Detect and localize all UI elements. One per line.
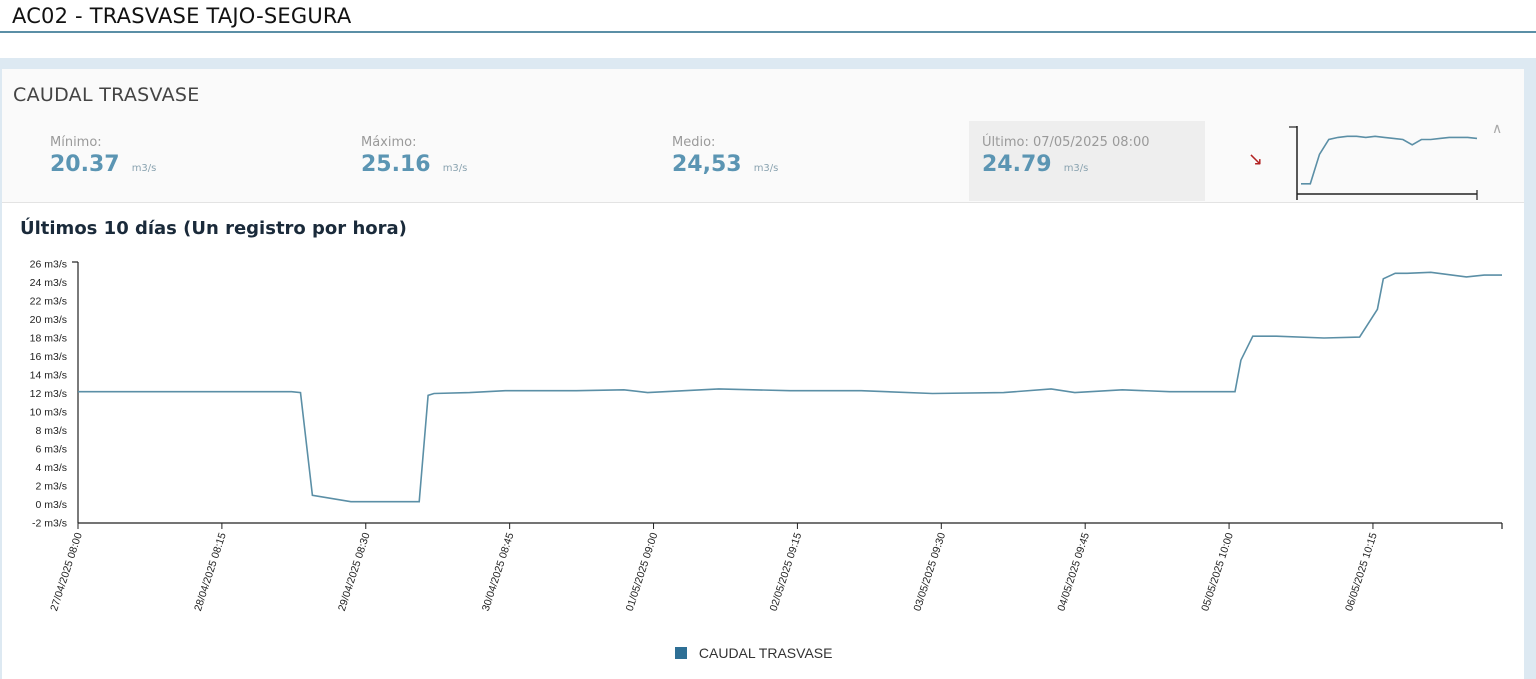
stat-minimum-label: Mínimo: (50, 135, 102, 150)
sparkline-chart (1289, 126, 1478, 200)
panel-header: CAUDAL TRASVASE Mínimo: 20.37 m3/s Máxim… (2, 69, 1524, 203)
y-tick-label: 18 m3/s (30, 333, 67, 345)
stat-last-label: Último: 07/05/2025 08:00 (982, 135, 1150, 150)
y-tick-label: 14 m3/s (30, 370, 67, 382)
legend-swatch (675, 647, 687, 659)
stat-last-unit: m3/s (1063, 163, 1089, 174)
chart-title: Últimos 10 días (Un registro por hora) (20, 218, 407, 239)
x-tick-label: 03/05/2025 09:30 (911, 531, 948, 613)
stat-maximum-value: 25.16 (361, 152, 431, 177)
stat-maximum-label: Máximo: (361, 135, 417, 150)
stat-maximum-unit: m3/s (442, 163, 468, 174)
y-tick-label: 22 m3/s (30, 296, 67, 308)
y-tick-label: 8 m3/s (35, 425, 67, 437)
x-axis-ticks: 27/04/2025 08:00 28/04/2025 08:15 29/04/20… (48, 523, 1380, 613)
sparkline-line (1301, 135, 1478, 185)
x-tick-label: 28/04/2025 08:15 (192, 531, 229, 613)
x-tick-label: 06/05/2025 10:15 (1343, 531, 1380, 613)
y-axis-ticks: -2 m3/s 0 m3/s 2 m3/s 4 m3/s 6 m3/s 8 m3/s 10 … (30, 259, 67, 530)
y-tick-label: -2 m3/s (32, 518, 67, 530)
stat-last-box (969, 121, 1205, 201)
x-tick-label: 29/04/2025 08:30 (336, 531, 373, 613)
stat-last: Último: 07/05/2025 08:00 24.79 m3/s (982, 135, 1150, 177)
stat-minimum-value: 20.37 (50, 152, 120, 177)
panel-title: CAUDAL TRASVASE (13, 84, 200, 106)
stat-last-value: 24.79 (982, 152, 1052, 177)
chevron-up-icon[interactable]: ∧ (1492, 121, 1503, 137)
x-tick-label: 04/05/2025 09:45 (1055, 531, 1092, 613)
stat-minimum: Mínimo: 20.37 m3/s (50, 135, 156, 177)
stat-mean-value: 24,53 (672, 152, 742, 177)
y-tick-label: 26 m3/s (30, 259, 67, 271)
stat-mean-label: Medio: (672, 135, 716, 150)
x-tick-label: 02/05/2025 09:15 (768, 531, 805, 613)
y-tick-label: 16 m3/s (30, 351, 67, 363)
y-tick-label: 20 m3/s (30, 314, 67, 326)
page-title: AC02 - TRASVASE TAJO-SEGURA (12, 4, 352, 28)
y-tick-label: 4 m3/s (35, 462, 67, 474)
x-tick-label: 01/05/2025 09:00 (624, 531, 661, 613)
flow-panel: CAUDAL TRASVASE Mínimo: 20.37 m3/s Máxim… (2, 69, 1524, 679)
stat-mean-unit: m3/s (753, 163, 779, 174)
stat-maximum: Máximo: 25.16 m3/s (361, 135, 467, 177)
x-tick-label: 05/05/2025 10:00 (1199, 531, 1236, 613)
x-tick-label: 27/04/2025 08:00 (48, 531, 85, 613)
axes (72, 261, 1503, 529)
flow-line-chart: -2 m3/s 0 m3/s 2 m3/s 4 m3/s 6 m3/s 8 m3/s 10 … (30, 259, 1503, 613)
stat-mean: Medio: 24,53 m3/s (672, 135, 778, 177)
stat-minimum-unit: m3/s (131, 163, 157, 174)
y-tick-label: 2 m3/s (35, 481, 67, 493)
x-tick-label: 30/04/2025 08:45 (480, 531, 517, 613)
legend-label: CAUDAL TRASVASE (698, 645, 833, 661)
y-tick-label: 10 m3/s (30, 407, 67, 419)
y-tick-label: 24 m3/s (30, 277, 67, 289)
y-tick-label: 12 m3/s (30, 388, 67, 400)
title-divider (0, 31, 1536, 33)
y-tick-label: 6 m3/s (35, 444, 67, 456)
chart-legend[interactable]: CAUDAL TRASVASE (675, 645, 832, 661)
y-tick-label: 0 m3/s (35, 499, 67, 511)
series-line-caudal-trasvase (78, 271, 1502, 503)
arrow-down-right-icon: ↘ (1248, 149, 1264, 170)
